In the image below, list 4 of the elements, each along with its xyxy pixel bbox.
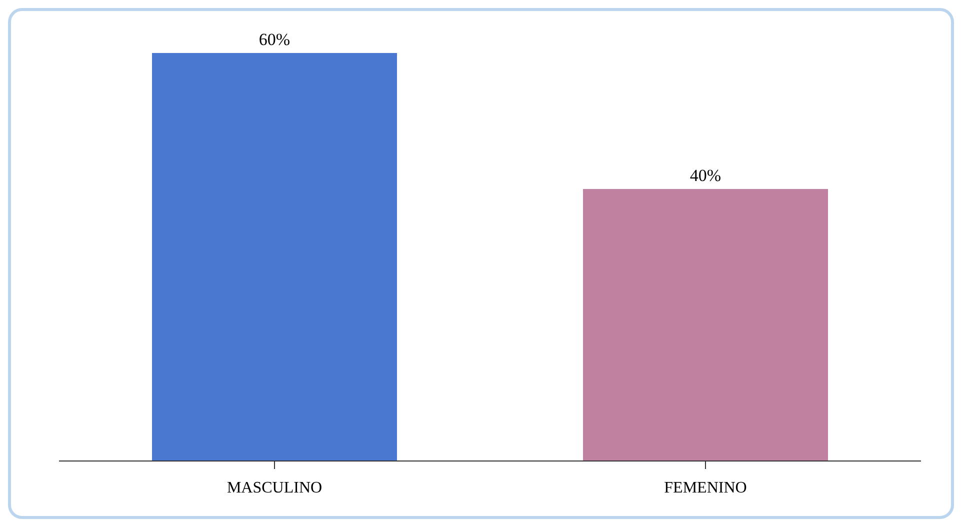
data-label: 60%: [258, 30, 290, 49]
x-tick-label: FEMENINO: [664, 479, 747, 496]
x-tick-label: MASCULINO: [226, 479, 322, 496]
data-label: 40%: [690, 166, 722, 185]
